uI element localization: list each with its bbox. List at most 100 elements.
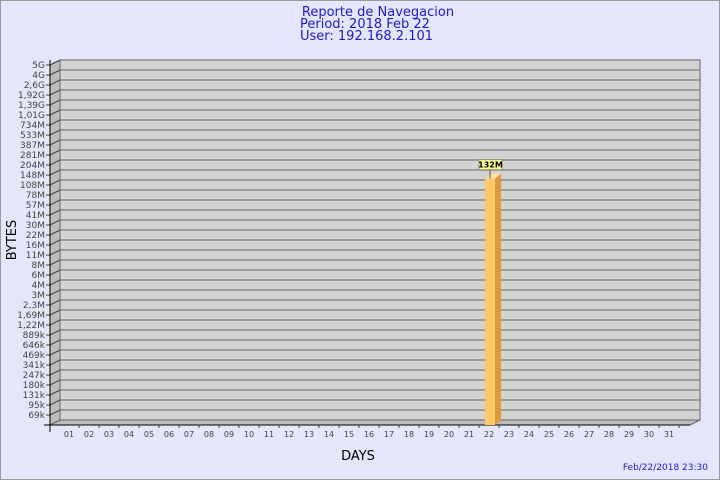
x-tick-label: 31 — [664, 430, 674, 439]
y-tick-label: 204M — [20, 161, 45, 171]
y-tick-label: 646k — [23, 341, 46, 351]
x-tick-label: 20 — [444, 430, 454, 439]
x-tick-label: 18 — [404, 430, 414, 439]
y-tick-label: 4G — [32, 71, 45, 81]
y-axis-label: BYTES — [5, 220, 20, 261]
chart-title: Reporte de Navegacion — [302, 5, 454, 20]
y-tick — [49, 359, 61, 366]
chart-subtitle-user: User: 192.168.2.101 — [300, 29, 433, 44]
y-tick — [49, 189, 61, 196]
y-tick-label: 30M — [26, 221, 45, 231]
y-tick-label: 281M — [20, 151, 45, 161]
y-tick — [49, 369, 61, 376]
x-tick-label: 26 — [564, 430, 574, 439]
y-tick — [49, 129, 61, 136]
y-tick-label: 1,39G — [18, 101, 45, 111]
x-tick-label: 10 — [244, 430, 254, 439]
y-tick — [49, 299, 61, 306]
y-tick — [49, 259, 61, 266]
y-tick — [49, 119, 61, 126]
y-tick — [49, 279, 61, 286]
x-tick-label: 02 — [84, 430, 94, 439]
y-tick-label: 387M — [20, 141, 45, 151]
y-tick — [49, 79, 61, 86]
x-tick-label: 14 — [324, 430, 334, 439]
x-tick-label: 13 — [304, 430, 314, 439]
y-tick-label: 131k — [23, 391, 46, 401]
y-tick-label: 469k — [23, 351, 46, 361]
y-tick-label: 5G — [32, 61, 45, 71]
y-tick — [49, 99, 61, 106]
y-tick — [49, 379, 61, 386]
y-tick — [49, 309, 61, 316]
x-tick-label: 21 — [464, 430, 474, 439]
y-tick-label: 734M — [20, 121, 45, 131]
x-tick-label: 12 — [284, 430, 294, 439]
y-tick-label: 4M — [32, 281, 46, 291]
bar-side — [495, 173, 501, 425]
x-tick-label: 27 — [584, 430, 594, 439]
y-tick-label: 11M — [26, 251, 45, 261]
y-tick — [49, 269, 61, 276]
y-tick — [49, 239, 61, 246]
x-tick-label: 23 — [504, 430, 514, 439]
y-tick-label: 247k — [23, 371, 46, 381]
y-tick — [49, 399, 61, 406]
y-tick-label: 180k — [23, 381, 46, 391]
y-tick-label: 95k — [28, 401, 45, 411]
y-tick — [49, 339, 61, 346]
y-tick-label: 148M — [20, 171, 45, 181]
y-tick-label: 1,01G — [18, 111, 45, 121]
y-tick — [49, 289, 61, 296]
bar-top — [485, 173, 501, 179]
y-tick — [49, 59, 61, 66]
y-tick — [49, 209, 61, 216]
y-tick — [49, 229, 61, 236]
y-tick — [49, 149, 61, 156]
y-tick-label: 341k — [23, 361, 46, 371]
plot-floor — [49, 419, 701, 426]
y-tick-label: 8M — [32, 261, 46, 271]
chart-subtitle-period: Period: 2018 Feb 22 — [300, 17, 430, 32]
x-tick-label: 28 — [604, 430, 614, 439]
y-tick — [49, 199, 61, 206]
bar-day-22 — [485, 178, 495, 425]
y-tick-label: 1,92G — [18, 91, 45, 101]
x-tick-label: 07 — [184, 430, 194, 439]
y-tick — [49, 89, 61, 96]
y-tick-label: 57M — [26, 201, 45, 211]
y-tick-label: 6M — [32, 271, 46, 281]
y-tick-label: 533M — [20, 131, 45, 141]
y-tick — [49, 329, 61, 336]
y-tick-label: 41M — [26, 211, 45, 221]
data-label-box — [478, 159, 503, 171]
y-tick-label: 1,22M — [17, 321, 45, 331]
y-tick — [49, 159, 61, 166]
x-tick-label: 25 — [544, 430, 554, 439]
y-tick-label: 78M — [26, 191, 45, 201]
x-tick-label: 29 — [624, 430, 634, 439]
y-tick — [49, 179, 61, 186]
x-tick-label: 01 — [64, 430, 74, 439]
y-tick — [49, 409, 61, 416]
y-tick-label: 16M — [26, 241, 45, 251]
x-tick-label: 06 — [164, 430, 174, 439]
x-tick-label: 22 — [484, 430, 494, 439]
y-tick — [49, 319, 61, 326]
y-tick — [49, 249, 61, 256]
x-axis-label: DAYS — [341, 449, 375, 464]
y-tick-label: 1,69M — [17, 311, 45, 321]
footer-timestamp: Feb/22/2018 23:30 — [623, 463, 708, 473]
y-tick — [49, 69, 61, 76]
y-tick — [49, 219, 61, 226]
x-tick-label: 15 — [344, 430, 354, 439]
x-tick-label: 30 — [644, 430, 654, 439]
x-tick-label: 16 — [364, 430, 374, 439]
x-tick-label: 09 — [224, 430, 234, 439]
y-tick — [49, 169, 61, 176]
x-tick-label: 17 — [384, 430, 394, 439]
x-tick-label: 03 — [104, 430, 114, 439]
x-tick-label: 11 — [264, 430, 274, 439]
x-tick-label: 04 — [124, 430, 134, 439]
